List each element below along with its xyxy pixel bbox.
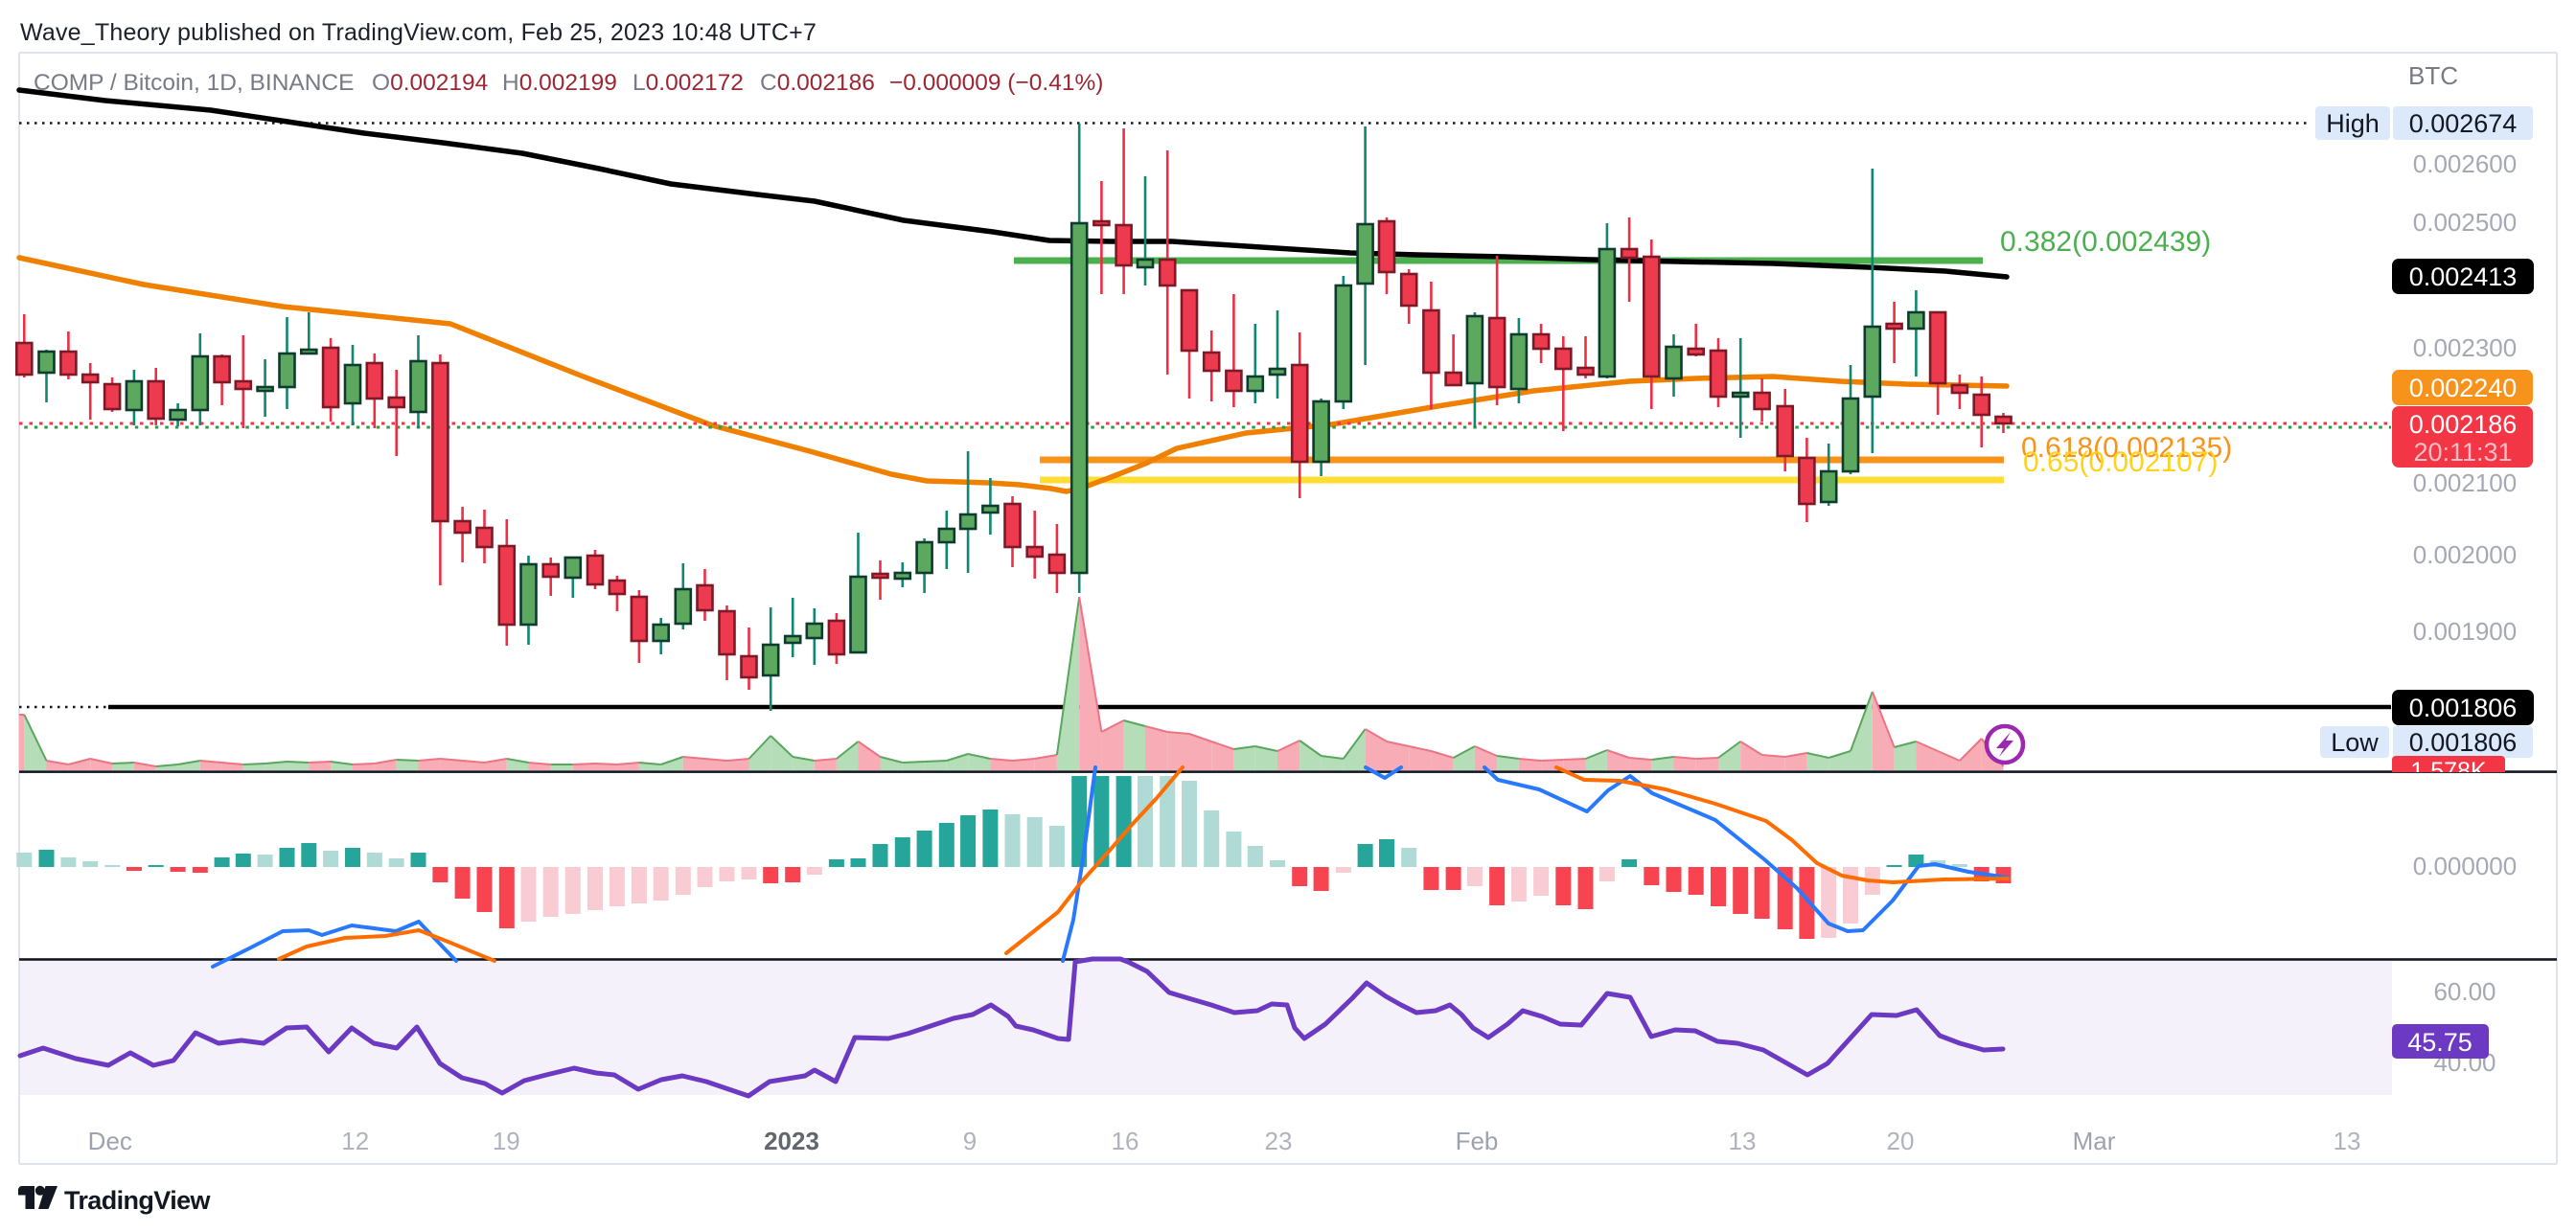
svg-text:13: 13 — [2334, 1127, 2361, 1155]
svg-text:16: 16 — [1112, 1127, 1139, 1155]
svg-text:0.002300: 0.002300 — [2413, 333, 2517, 362]
svg-text:TradingView: TradingView — [64, 1186, 212, 1215]
svg-text:0.002186: 0.002186 — [2409, 410, 2518, 439]
svg-text:0.002000: 0.002000 — [2413, 540, 2517, 569]
svg-text:45.75: 45.75 — [2407, 1028, 2472, 1057]
svg-text:19: 19 — [493, 1127, 520, 1155]
svg-text:0.001806: 0.001806 — [2409, 694, 2518, 722]
svg-text:Low: Low — [2331, 728, 2379, 757]
svg-text:60.00: 60.00 — [2433, 977, 2496, 1006]
svg-text:2023: 2023 — [764, 1127, 819, 1155]
svg-text:0.000000: 0.000000 — [2413, 852, 2517, 880]
svg-text:Wave_Theory published on Tradi: Wave_Theory published on TradingView.com… — [20, 19, 816, 46]
svg-text:0.002674: 0.002674 — [2409, 109, 2518, 138]
svg-text:BTC: BTC — [2408, 61, 2458, 90]
svg-text:Mar: Mar — [2073, 1127, 2116, 1155]
svg-text:0.382(0.002439): 0.382(0.002439) — [2000, 226, 2211, 258]
svg-text:20: 20 — [1887, 1127, 1915, 1155]
svg-text:0.002600: 0.002600 — [2413, 149, 2517, 178]
svg-text:0.65(0.002107): 0.65(0.002107) — [2023, 446, 2219, 478]
svg-text:0.002500: 0.002500 — [2413, 208, 2517, 237]
svg-text:0.002413: 0.002413 — [2409, 262, 2518, 291]
svg-text:0.002100: 0.002100 — [2413, 468, 2517, 497]
svg-text:High: High — [2326, 109, 2380, 138]
svg-text:23: 23 — [1265, 1127, 1293, 1155]
svg-text:13: 13 — [1729, 1127, 1757, 1155]
svg-text:20:11:31: 20:11:31 — [2413, 438, 2512, 467]
svg-text:9: 9 — [963, 1127, 977, 1155]
svg-text:0.618(0.002135): 0.618(0.002135) — [2021, 432, 2232, 464]
svg-text:1.578K: 1.578K — [2410, 758, 2487, 785]
svg-text:0.001900: 0.001900 — [2413, 617, 2517, 646]
svg-text:Dec: Dec — [88, 1127, 132, 1155]
svg-text:0.002240: 0.002240 — [2409, 374, 2518, 402]
svg-text:12: 12 — [341, 1127, 369, 1155]
svg-text:Feb: Feb — [1456, 1127, 1499, 1155]
svg-text:0.001806: 0.001806 — [2409, 728, 2518, 757]
